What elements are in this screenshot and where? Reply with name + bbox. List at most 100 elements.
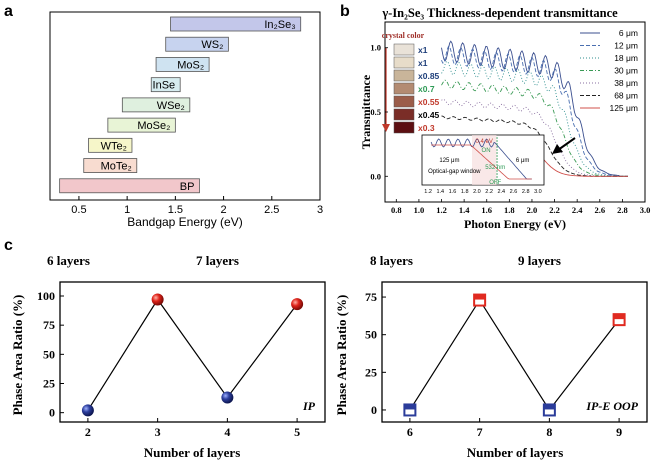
inset-pointer-line: [557, 137, 576, 151]
ip-top-label-7: 7 layers: [196, 253, 239, 268]
crystal-color-swatch: [393, 108, 415, 121]
phase-x-tick-label: 3: [155, 425, 161, 439]
inset-gap-label: 0.4 eV: [476, 139, 493, 145]
ip-plot-frame: [59, 281, 326, 423]
inset-wavelength-label: 532 nm: [485, 165, 505, 171]
transmittance-x-tick-label: 1.0: [414, 205, 425, 215]
transmittance-x-tick-label: 2.4: [572, 205, 583, 215]
swatch-factor-label: x0.55: [418, 97, 440, 107]
bandgap-bar-label: WTe₂: [101, 140, 127, 152]
bandgap-x-tick-label: 0.5: [71, 204, 86, 216]
bandgap-x-tick-label: 2.5: [264, 204, 279, 216]
oop-top-label-8: 8 layers: [370, 253, 413, 268]
transmittance-series-line: [441, 60, 628, 177]
bandgap-bar: [170, 16, 302, 32]
legend-entry-label: 12 μm: [614, 41, 638, 51]
bandgap-bar-label: MoS₂: [177, 59, 204, 71]
phase-y-tick-label: 0: [49, 406, 55, 420]
bandgap-bar-label: MoSe₂: [137, 120, 170, 132]
inset-x-tick-label: 2.0: [473, 189, 481, 195]
oop-x-axis-label: Number of layers: [467, 445, 564, 460]
bandgap-bar-label: WS₂: [201, 39, 223, 51]
transmittance-x-tick-label: 3.0: [640, 205, 651, 215]
bandgap-bar: [155, 57, 210, 72]
crystal-color-label: crystal color: [382, 31, 425, 40]
bandgap-x-tick-label: 3: [317, 204, 323, 216]
phase-series-line: [87, 298, 298, 411]
phase-data-point: [151, 293, 164, 306]
bandgap-plot-frame: [49, 11, 321, 201]
crystal-color-swatch: [393, 82, 415, 95]
ip-x-axis-label: Number of layers: [144, 445, 241, 460]
transmittance-chart: γ-In₂Se₃ Thickness-dependent transmittan…: [359, 6, 650, 231]
inset-pointer-arrow-icon: [552, 144, 563, 154]
oop-plot-frame: [381, 281, 648, 423]
phase-y-tick-label: 75: [365, 290, 377, 304]
transmittance-x-tick-label: 1.6: [481, 205, 492, 215]
crystal-color-swatch: [393, 56, 415, 69]
phase-data-point: [81, 404, 94, 417]
ip-y-axis-label: Phase Area Ratio (%): [10, 295, 25, 416]
phase-x-tick-label: 2: [85, 425, 91, 439]
bandgap-bar: [150, 77, 181, 93]
inset-curve-thick: [431, 144, 532, 180]
bandgap-x-tick-label: 2: [221, 204, 227, 216]
oop-corner-label: IP-E OOP: [585, 399, 638, 413]
bandgap-bar: [121, 97, 191, 113]
phase-x-tick-label: 6: [407, 425, 413, 439]
legend-entry-label: 18 μm: [614, 53, 638, 63]
inset-x-tick-label: 1.2: [424, 189, 432, 195]
legend-entry-label: 38 μm: [614, 78, 638, 88]
inset-x-tick-label: 2.8: [522, 189, 530, 195]
phase-data-point-fill: [404, 404, 416, 410]
transmittance-x-tick-label: 2.8: [617, 205, 628, 215]
inset-x-tick-label: 2.4: [497, 189, 505, 195]
transmittance-x-tick-label: 2.6: [594, 205, 605, 215]
trend-arrow-head-icon: [382, 124, 390, 132]
swatch-factor-label: x0.45: [418, 110, 440, 120]
transmittance-x-tick-label: 1.8: [504, 205, 515, 215]
transmittance-series-line: [441, 45, 628, 177]
transmittance-x-tick-label: 2.0: [527, 205, 538, 215]
swatch-factor-label: x0.85: [418, 71, 440, 81]
panel-letter-c: c: [4, 237, 13, 254]
inset-window-label: Optical-gap window: [428, 169, 481, 175]
phase-y-tick-label: 50: [365, 328, 377, 342]
crystal-color-swatch: [393, 121, 415, 134]
bandgap-bar: [59, 178, 200, 194]
phase-data-point: [221, 391, 234, 404]
transmittance-x-tick-label: 2.2: [549, 205, 560, 215]
oop-y-axis-label: Phase Area Ratio (%): [334, 295, 349, 416]
phase-data-point-fill: [613, 314, 625, 320]
inset-x-tick-label: 1.4: [436, 189, 444, 195]
phase-data-point-fill: [474, 294, 486, 300]
phase-y-tick-label: 25: [365, 365, 377, 379]
phase-x-tick-label: 5: [294, 425, 300, 439]
transmittance-y-tick-label: 1.0: [370, 43, 381, 53]
bandgap-x-tick-label: 1.5: [168, 204, 183, 216]
transmittance-series-line: [441, 79, 628, 177]
ip-top-label-6: 6 layers: [47, 253, 90, 268]
transmittance-y-axis-label: Transmittance: [359, 74, 373, 149]
phase-y-tick-label: 0: [371, 403, 377, 417]
phase-y-tick-label: 50: [43, 347, 55, 361]
bandgap-bar-label: InSe: [153, 80, 176, 92]
phase-y-tick-label: 25: [43, 377, 55, 391]
inset-curve-thin: [430, 138, 532, 180]
transmittance-title: γ-In₂Se₃ Thickness-dependent transmittan…: [381, 6, 618, 20]
phase-x-tick-label: 4: [224, 425, 230, 439]
inset-on-label: ON: [482, 148, 491, 154]
bandgap-bar-label: WSe₂: [157, 100, 185, 112]
swatch-factor-label: x0.3: [418, 123, 435, 133]
transmittance-y-tick-label: 0.5: [370, 107, 381, 117]
bandgap-bar-label: MoTe₂: [101, 161, 132, 173]
inset-x-tick-label: 1.8: [461, 189, 469, 195]
inset-x-tick-label: 2.6: [510, 189, 518, 195]
swatch-factor-label: x1: [418, 58, 428, 68]
phase-series-line: [409, 298, 620, 412]
bandgap-bar: [83, 158, 138, 173]
bandgap-bar: [107, 117, 176, 133]
bandgap-bar-label: In₂Se₃: [264, 19, 295, 31]
legend-entry-label: 6 μm: [619, 28, 638, 38]
